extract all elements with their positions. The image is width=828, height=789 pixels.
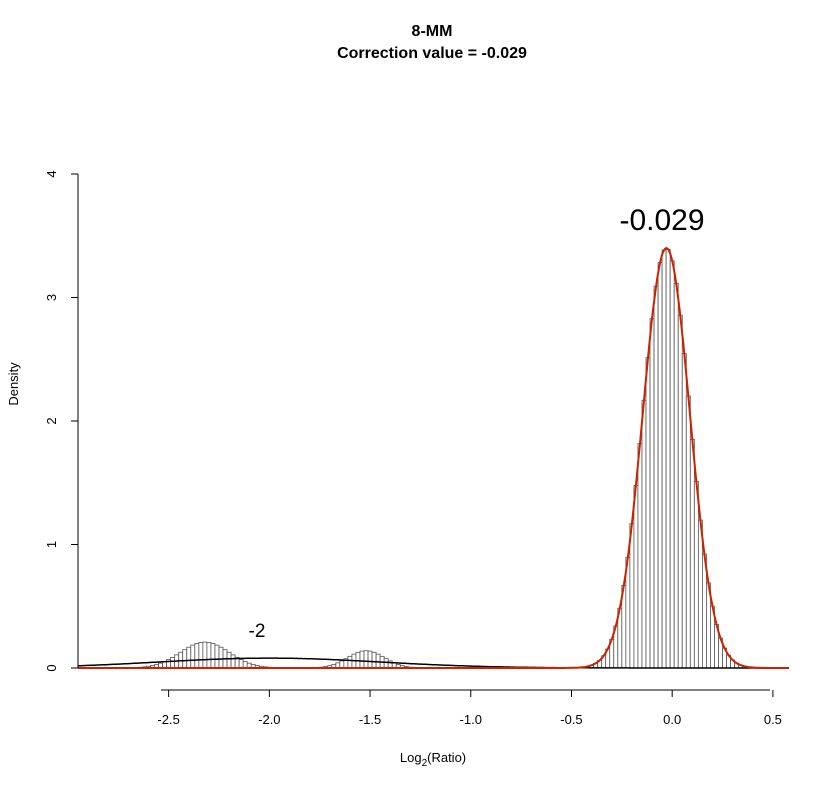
- histogram-bar: [190, 644, 196, 669]
- y-axis-label: Density: [6, 362, 21, 406]
- histogram-bar: [661, 249, 667, 669]
- minor-peak-label: -2: [249, 621, 266, 642]
- chart-subtitle: Correction value = -0.029: [337, 45, 527, 62]
- histogram-bars: [138, 248, 756, 669]
- histogram-bar: [697, 519, 703, 669]
- histogram-bar: [339, 660, 345, 669]
- x-axis-label: Log2(Ratio): [400, 750, 466, 769]
- histogram-bar: [230, 654, 236, 669]
- histogram-bar: [363, 650, 369, 669]
- y-tick-label: 4: [44, 170, 59, 177]
- histogram-bar: [637, 443, 643, 669]
- histogram-bar: [669, 260, 675, 669]
- histogram-bar: [649, 318, 655, 669]
- histogram-bar: [238, 659, 244, 669]
- histogram-bar: [371, 651, 377, 669]
- histogram-bar: [693, 480, 699, 669]
- x-tick-label: 0.5: [764, 712, 782, 727]
- x-tick-label: -2.5: [157, 712, 179, 727]
- histogram-bar: [186, 646, 192, 669]
- histogram-bar: [202, 641, 208, 669]
- histogram-bar: [359, 650, 365, 669]
- histogram-bar: [367, 650, 373, 669]
- histogram-bar: [689, 438, 695, 669]
- histogram-bar: [685, 395, 691, 669]
- histogram-bar: [170, 656, 176, 669]
- x-tick-label: -0.5: [560, 712, 582, 727]
- histogram-bar: [194, 643, 200, 669]
- y-tick-label: 0: [44, 664, 59, 671]
- histogram-bar: [218, 646, 224, 669]
- histogram-bar: [665, 248, 671, 669]
- y-tick-label: 2: [44, 417, 59, 424]
- main-peak-label: -0.029: [619, 204, 704, 237]
- x-tick-label: -1.0: [460, 712, 482, 727]
- density-curves: [77, 247, 789, 669]
- histogram-bar: [347, 655, 353, 669]
- histogram-bar: [214, 644, 220, 669]
- y-tick-label: 3: [44, 294, 59, 301]
- chart-title: 8-MM: [412, 23, 453, 40]
- y-axis-ticks: 0 1 2 3 4: [44, 170, 78, 672]
- histogram-bar: [210, 643, 216, 669]
- y-tick-label: 1: [44, 541, 59, 548]
- histogram-bar: [677, 314, 683, 669]
- x-axis-ticks: -2.5 -2.0 -1.5 -1.0 -0.5 0.0 0.5: [157, 690, 782, 727]
- fit-curve: [78, 247, 789, 669]
- histogram-bar: [653, 285, 659, 669]
- histogram-bar: [226, 651, 232, 669]
- histogram-bar: [645, 357, 651, 669]
- histogram-bar: [206, 642, 212, 669]
- histogram-bar: [383, 658, 389, 669]
- histogram-bar: [681, 353, 687, 669]
- histogram-bar: [641, 399, 647, 669]
- fit-curve: [77, 657, 789, 669]
- histogram-bar: [673, 282, 679, 669]
- x-tick-label: -1.5: [359, 712, 381, 727]
- x-tick-label: -2.0: [258, 712, 280, 727]
- histogram-bar: [198, 642, 204, 669]
- x-tick-label: 0.0: [663, 712, 681, 727]
- histogram-bar: [633, 485, 639, 669]
- histogram-bar: [629, 523, 635, 669]
- histogram-bar: [657, 262, 663, 669]
- histogram-bar: [182, 649, 188, 669]
